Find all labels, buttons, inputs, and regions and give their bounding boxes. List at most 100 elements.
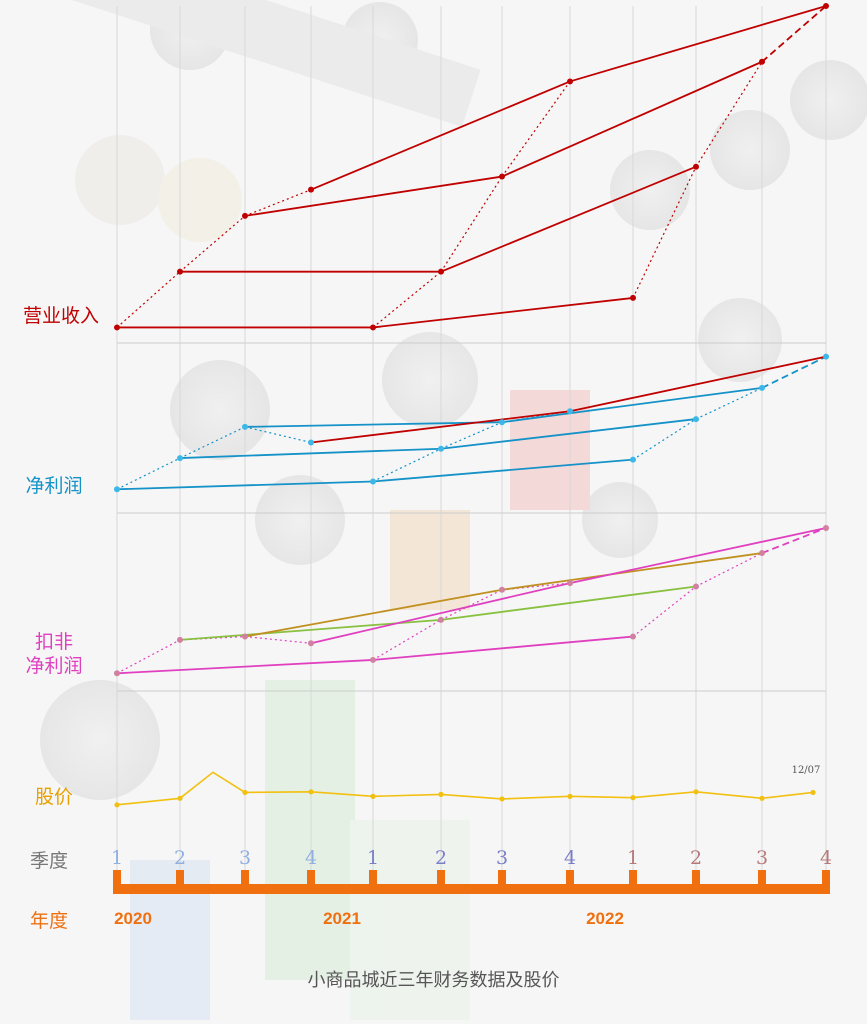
panel-label-revenue: 营业收入 <box>22 305 99 327</box>
point-1-4 <box>370 478 376 485</box>
point-0-6 <box>499 173 505 180</box>
point-2-4 <box>370 656 376 663</box>
timeline-bar <box>113 884 830 894</box>
timeline-tick-1 <box>176 870 184 890</box>
quarter-tick-label: 3 <box>239 847 251 869</box>
progress-seg-0-3 <box>372 271 442 328</box>
stock-point-7 <box>499 796 505 802</box>
point-0-10 <box>759 58 765 65</box>
point-0-4 <box>370 324 376 331</box>
year-label: 2021 <box>323 909 361 928</box>
point-0-9 <box>693 163 699 170</box>
year-label: 2022 <box>586 909 624 928</box>
point-1-5 <box>438 445 444 452</box>
yoy-seg-1-q4-a <box>310 410 571 444</box>
point-1-7 <box>567 408 573 415</box>
stock-point-8 <box>567 793 573 799</box>
progress-seg-1-2 <box>244 426 312 444</box>
point-0-5 <box>438 268 444 275</box>
timeline-tick-10 <box>758 870 766 890</box>
point-0-8 <box>630 294 636 301</box>
progress-seg-0-7 <box>695 61 763 168</box>
progress-seg-2-8 <box>761 527 827 554</box>
progress-seg-2-0 <box>116 639 181 674</box>
point-0-11 <box>823 3 829 9</box>
progress-seg-0-1 <box>179 215 246 273</box>
quarter-tick-label: 1 <box>111 847 123 869</box>
progress-seg-0-8 <box>761 5 827 63</box>
yoy-seg-1-q3-a <box>244 421 503 428</box>
timeline-tick-8 <box>629 870 637 890</box>
point-2-8 <box>630 633 636 640</box>
point-2-1 <box>177 636 183 643</box>
point-2-11 <box>823 525 829 532</box>
yoy-seg-1-q2-a <box>179 447 442 459</box>
quarter-row-label: 季度 <box>30 850 69 872</box>
yoy-seg-2-q2-b <box>440 585 697 621</box>
progress-seg-0-6 <box>632 166 697 299</box>
point-1-3 <box>308 439 314 446</box>
stock-point-0 <box>114 802 120 808</box>
grid-layer <box>116 6 827 870</box>
year-row-label: 年度 <box>30 910 69 932</box>
quarter-tick-label: 2 <box>174 847 186 869</box>
timeline-tick-6 <box>498 870 506 890</box>
timeline-tick-11 <box>822 870 830 890</box>
yoy-seg-2-q4-a <box>310 582 571 645</box>
panel-label-line: 扣非 <box>34 631 73 653</box>
quarter-tick-label: 2 <box>690 847 702 869</box>
progress-seg-1-8 <box>761 355 827 389</box>
yoy-seg-0-q1-b <box>372 297 634 329</box>
point-2-3 <box>308 640 314 647</box>
stock-point-9 <box>630 795 636 801</box>
point-0-2 <box>242 212 248 219</box>
progress-seg-1-0 <box>116 457 181 490</box>
stock-point-12 <box>810 789 816 796</box>
progress-seg-0-2 <box>244 189 312 217</box>
progress-seg-1-7 <box>695 387 763 420</box>
quarter-tick-label: 1 <box>627 847 639 869</box>
timeline-tick-4 <box>369 870 377 890</box>
point-1-8 <box>630 456 636 463</box>
point-2-7 <box>567 580 573 587</box>
point-1-9 <box>693 416 699 423</box>
panel-label-deducted-net-profit: 扣非 净利润 <box>6 630 102 678</box>
panel-label-stock-price: 股价 <box>34 786 73 808</box>
quarter-tick-label: 4 <box>564 847 576 869</box>
point-0-1 <box>177 268 183 275</box>
timeline-tick-5 <box>437 870 445 890</box>
yoy-seg-2-q4-b <box>569 527 827 584</box>
timeline-tick-9 <box>692 870 700 890</box>
panel-label-line: 净利润 <box>25 655 83 677</box>
panel-label-net-profit: 净利润 <box>25 475 83 497</box>
quarter-tick-label: 4 <box>820 847 832 869</box>
point-1-11 <box>823 353 829 360</box>
point-1-2 <box>242 423 248 430</box>
chart-caption: 小商品城近三年财务数据及股价 <box>307 970 560 991</box>
point-0-7 <box>567 78 573 85</box>
yoy-seg-1-q1-a <box>116 480 374 491</box>
timeline-tick-2 <box>241 870 249 890</box>
progress-seg-2-6 <box>632 585 697 638</box>
quarter-tick-label: 4 <box>305 847 317 869</box>
quarter-tick-label: 1 <box>367 847 379 869</box>
axis-layer: 1 2 3 4 1 2 3 4 1 2 3 4 2020 2021 2022 <box>111 847 832 928</box>
point-2-6 <box>499 586 505 593</box>
progress-seg-2-2 <box>244 635 312 644</box>
point-2-0 <box>114 670 120 677</box>
progress-seg-0-0 <box>116 271 181 328</box>
point-0-0 <box>114 324 120 331</box>
stock-point-1 <box>177 795 183 801</box>
yoy-seg-2-q3-b <box>501 552 763 591</box>
point-1-6 <box>499 419 505 426</box>
yoy-seg-0-q3-a <box>244 175 503 217</box>
progress-seg-2-3 <box>372 619 442 661</box>
point-1-10 <box>759 384 765 391</box>
yoy-seg-0-q2-b <box>440 165 697 273</box>
yoy-seg-1-q4-b <box>569 355 827 413</box>
timeline-tick-0 <box>113 870 121 890</box>
stock-point-11 <box>759 795 765 801</box>
yoy-seg-0-q4-a <box>310 80 571 191</box>
